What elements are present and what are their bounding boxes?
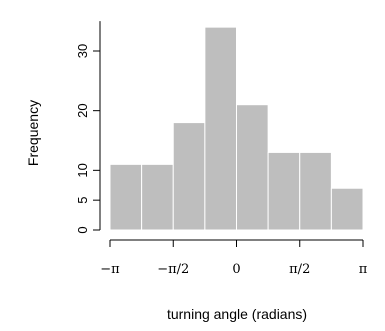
y-axis: 0 5 10 20 30 bbox=[75, 21, 101, 234]
histogram-bar bbox=[299, 151, 332, 231]
y-axis-title: Frequency bbox=[25, 100, 41, 166]
histogram-bar bbox=[109, 163, 143, 231]
y-tick-label: 0 bbox=[75, 226, 90, 233]
y-tick-label: 20 bbox=[75, 103, 90, 117]
y-tick-label: 30 bbox=[75, 44, 90, 58]
x-tick-label: π bbox=[359, 262, 368, 277]
x-axis: −π −π/2 0 π/2 π bbox=[100, 239, 368, 277]
y-tick-label: 5 bbox=[75, 197, 90, 204]
histogram-bar bbox=[172, 122, 206, 231]
histogram-bar bbox=[267, 151, 301, 231]
bars-group bbox=[109, 26, 364, 231]
y-tick-label: 10 bbox=[75, 163, 90, 177]
x-axis-title: turning angle (radians) bbox=[167, 306, 307, 322]
x-tick-label: −π bbox=[100, 262, 120, 277]
x-tick-label: π/2 bbox=[289, 262, 310, 277]
x-tick-label: −π/2 bbox=[157, 262, 189, 277]
histogram-bar bbox=[141, 163, 174, 231]
histogram-bar bbox=[330, 187, 364, 231]
histogram-bar bbox=[204, 26, 237, 231]
x-tick-label: 0 bbox=[232, 262, 240, 277]
histogram-bar bbox=[236, 104, 269, 231]
